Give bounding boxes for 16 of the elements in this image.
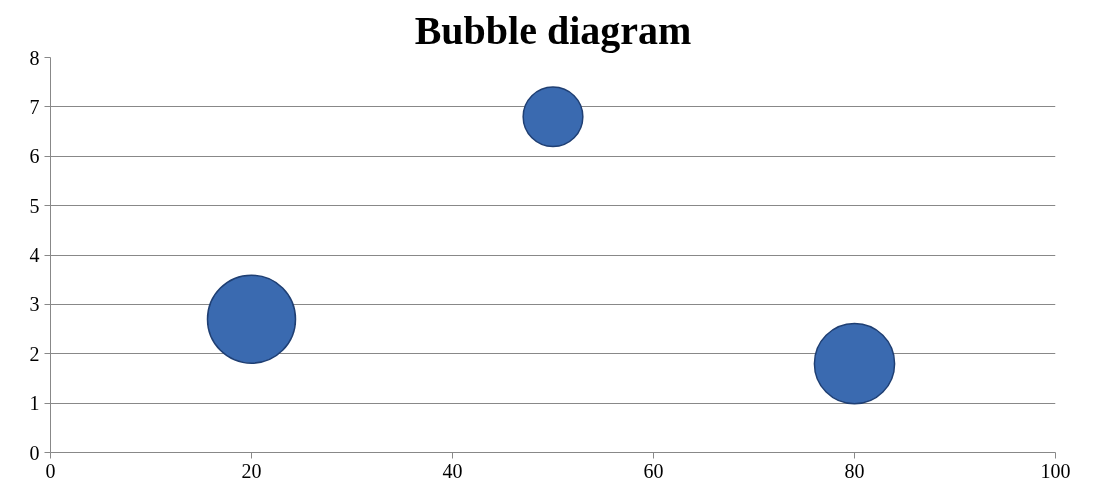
x-tick-label: 40 bbox=[442, 459, 463, 482]
y-tick-label: 1 bbox=[29, 392, 40, 415]
y-tick-label: 7 bbox=[29, 95, 40, 118]
y-tick-label: 4 bbox=[29, 244, 40, 266]
y-tick-label: 0 bbox=[29, 441, 40, 464]
x-tick-label: 60 bbox=[643, 459, 664, 482]
chart-title: Bubble diagram bbox=[414, 7, 692, 53]
y-tick-label: 5 bbox=[29, 194, 40, 217]
x-tick-label: 80 bbox=[844, 459, 865, 482]
y-tick-label: 3 bbox=[29, 293, 40, 316]
x-tick-label: 100 bbox=[1040, 459, 1071, 482]
x-tick-label: 20 bbox=[241, 459, 262, 482]
y-tick-label: 8 bbox=[29, 46, 40, 69]
x-tick-label: 0 bbox=[45, 459, 56, 482]
y-tick-label: 2 bbox=[29, 342, 40, 365]
y-tick-label: 6 bbox=[29, 145, 40, 168]
